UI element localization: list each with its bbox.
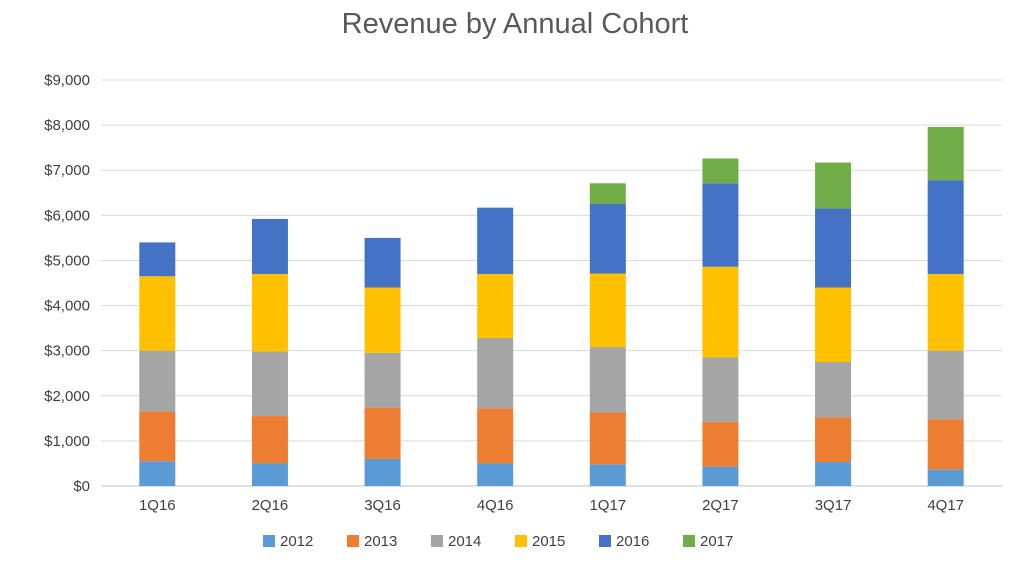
bar-segment-2016-1Q17 xyxy=(589,203,626,274)
bar-segment-2016-2Q17 xyxy=(702,183,739,267)
legend-label-2017: 2017 xyxy=(700,533,733,550)
bar-segment-2016-4Q17 xyxy=(927,180,964,274)
y-tick-label: $2,000 xyxy=(44,388,90,405)
y-tick-label: $9,000 xyxy=(44,72,90,89)
chart-title: Revenue by Annual Cohort xyxy=(341,8,689,40)
bar-segment-2017-1Q17 xyxy=(589,183,626,204)
bar-segment-2016-3Q17 xyxy=(815,208,852,288)
bar-segment-2015-3Q16 xyxy=(364,287,401,353)
bar-segment-2014-1Q17 xyxy=(589,347,626,413)
y-tick-label: $3,000 xyxy=(44,343,90,360)
bar-segment-2014-3Q17 xyxy=(815,361,852,418)
legend-swatch-2017 xyxy=(683,535,695,547)
bar-segment-2012-3Q17 xyxy=(815,462,852,486)
bar-segment-2013-2Q16 xyxy=(251,416,288,464)
bar-segment-2017-4Q17 xyxy=(927,126,964,181)
bar-segment-2013-2Q17 xyxy=(702,421,739,467)
bar-segment-2012-3Q16 xyxy=(364,458,401,486)
bar-segment-2015-2Q17 xyxy=(702,266,739,358)
legend-label-2012: 2012 xyxy=(280,533,313,550)
y-tick-label: $4,000 xyxy=(44,298,90,315)
x-tick-label: 3Q17 xyxy=(815,497,852,514)
bar-segment-2014-2Q17 xyxy=(702,357,739,422)
bar-segment-2012-1Q16 xyxy=(139,461,176,486)
legend-label-2015: 2015 xyxy=(532,533,565,550)
bar-segment-2017-3Q17 xyxy=(815,162,852,209)
bar-segment-2014-4Q16 xyxy=(477,338,514,409)
x-tick-label: 1Q16 xyxy=(139,497,176,514)
y-tick-label: $5,000 xyxy=(44,252,90,269)
legend-label-2013: 2013 xyxy=(364,533,397,550)
bar-segment-2013-4Q16 xyxy=(477,408,514,464)
bar-segment-2015-3Q17 xyxy=(815,287,852,362)
bar-segment-2017-2Q17 xyxy=(702,158,739,184)
bar-segment-2012-4Q16 xyxy=(477,463,514,486)
bar-segment-2013-4Q17 xyxy=(927,419,964,470)
bar-segment-2015-1Q16 xyxy=(139,276,176,351)
legend-swatch-2015 xyxy=(515,535,527,547)
bar-segment-2012-1Q17 xyxy=(589,464,626,486)
legend-label-2016: 2016 xyxy=(616,533,649,550)
legend-swatch-2016 xyxy=(599,535,611,547)
bar-segment-2013-1Q16 xyxy=(139,411,176,462)
legend-label-2014: 2014 xyxy=(448,533,481,550)
bar-segment-2014-4Q17 xyxy=(927,350,964,420)
bar-segment-2015-4Q17 xyxy=(927,273,964,351)
bar-segment-2015-1Q17 xyxy=(589,273,626,348)
y-tick-label: $8,000 xyxy=(44,117,90,134)
bar-segment-2016-4Q16 xyxy=(477,207,514,274)
x-tick-label: 1Q17 xyxy=(589,497,626,514)
x-tick-label: 3Q16 xyxy=(364,497,401,514)
y-tick-label: $0 xyxy=(73,478,90,495)
y-tick-label: $1,000 xyxy=(44,433,90,450)
bar-segment-2014-3Q16 xyxy=(364,352,401,408)
bar-segment-2014-2Q16 xyxy=(251,351,288,417)
bar-segment-2012-2Q17 xyxy=(702,466,739,486)
x-tick-label: 2Q17 xyxy=(702,497,739,514)
bar-segment-2012-2Q16 xyxy=(251,463,288,486)
x-tick-label: 2Q16 xyxy=(252,497,289,514)
bar-segment-2015-2Q16 xyxy=(251,273,288,352)
legend-swatch-2012 xyxy=(263,535,275,547)
bar-segment-2016-3Q16 xyxy=(364,237,401,288)
bar-segment-2015-4Q16 xyxy=(477,273,514,339)
bar-segment-2013-1Q17 xyxy=(589,412,626,465)
bar-segment-2013-3Q17 xyxy=(815,417,852,463)
y-tick-label: $7,000 xyxy=(44,162,90,179)
legend-swatch-2013 xyxy=(347,535,359,547)
bar-segment-2016-1Q16 xyxy=(139,242,176,277)
legend-swatch-2014 xyxy=(431,535,443,547)
bar-segment-2012-4Q17 xyxy=(927,469,964,486)
bar-segment-2016-2Q16 xyxy=(251,218,288,274)
y-tick-label: $6,000 xyxy=(44,207,90,224)
x-tick-label: 4Q17 xyxy=(927,497,964,514)
x-tick-label: 4Q16 xyxy=(477,497,514,514)
bar-segment-2014-1Q16 xyxy=(139,350,176,412)
bar-segment-2013-3Q16 xyxy=(364,407,401,459)
